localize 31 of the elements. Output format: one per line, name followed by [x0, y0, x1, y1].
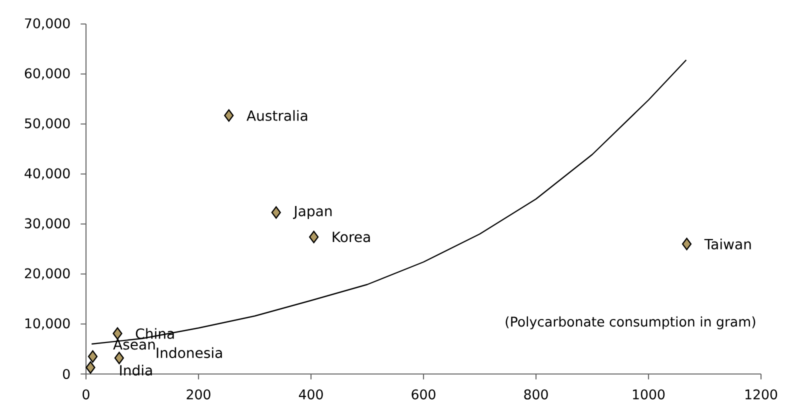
y-tick-label: 20,000 — [24, 268, 70, 280]
y-tick-label: 0 — [63, 368, 70, 380]
x-tick-label: 1200 — [746, 389, 778, 400]
point — [271, 206, 281, 219]
y-tick-label: 60,000 — [24, 68, 70, 80]
annotation: Taiwan — [704, 238, 751, 250]
y-tick-label: 10,000 — [25, 318, 70, 330]
annotation: India — [120, 364, 152, 376]
annotation: Japan — [293, 206, 332, 220]
point — [682, 238, 692, 250]
x-tick-label: 200 — [186, 389, 210, 400]
point — [309, 230, 319, 244]
x-axis-title: (Polycarbonate consumption in gram) — [506, 316, 756, 330]
point — [112, 327, 122, 340]
point — [88, 350, 98, 363]
annotation: Australia — [246, 110, 308, 121]
annotation: Korea — [332, 232, 370, 242]
x-tick-label: 1000 — [633, 389, 665, 400]
point — [86, 361, 96, 374]
x-tick-label: 0 — [82, 389, 90, 400]
annotation: Indonesia — [156, 347, 222, 358]
y-tick-label: 30,000 — [24, 218, 70, 230]
y-tick-label: 50,000 — [24, 118, 70, 130]
annotation: Asean — [113, 339, 155, 350]
x-tick-label: 600 — [412, 389, 436, 400]
y-tick-label: 70,000 — [25, 18, 70, 30]
point — [224, 109, 234, 122]
x-tick-label: 800 — [524, 389, 548, 400]
y-tick-label: 40,000 — [24, 168, 70, 180]
x-tick-label: 400 — [298, 389, 323, 400]
point — [114, 352, 124, 364]
